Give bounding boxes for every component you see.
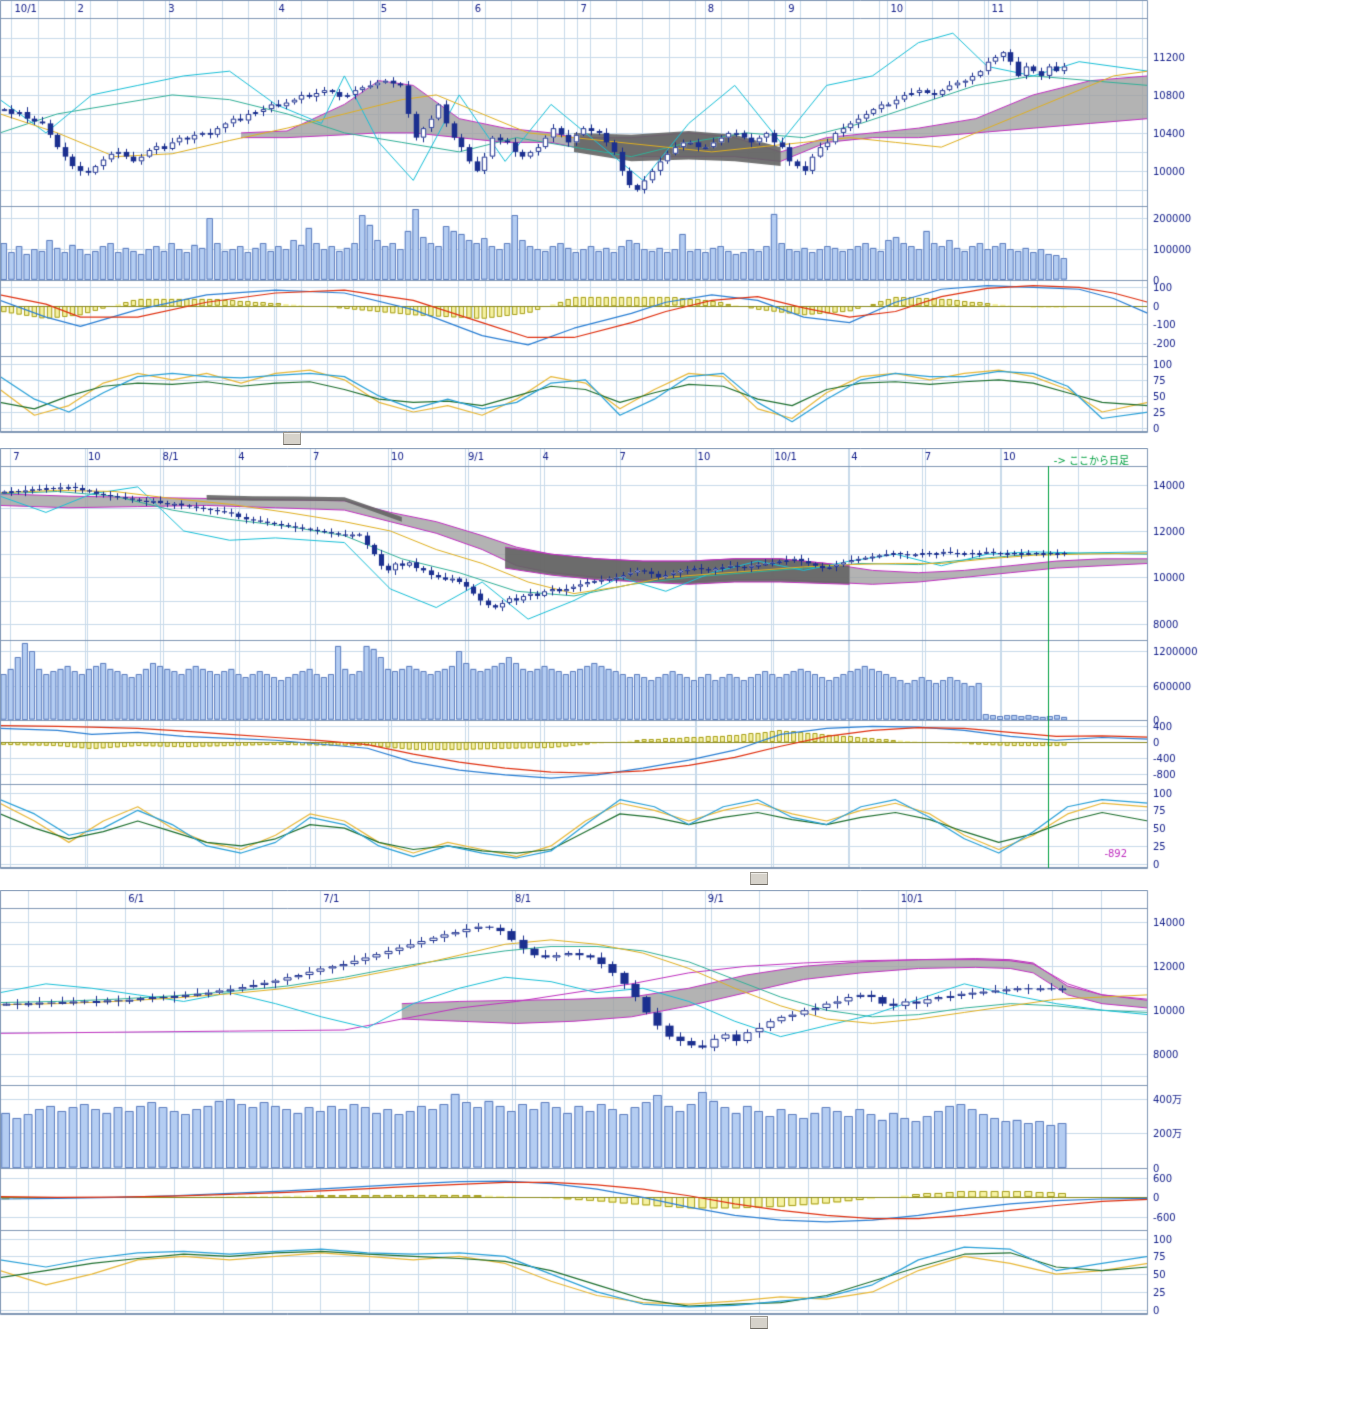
window-fragment — [283, 432, 301, 445]
chart-panel-top[interactable] — [0, 0, 1366, 436]
window-fragment — [750, 872, 768, 885]
chart-panel-bottom[interactable] — [0, 890, 1366, 1320]
window-fragment — [750, 1316, 768, 1329]
chart-panel-middle[interactable] — [0, 448, 1366, 872]
